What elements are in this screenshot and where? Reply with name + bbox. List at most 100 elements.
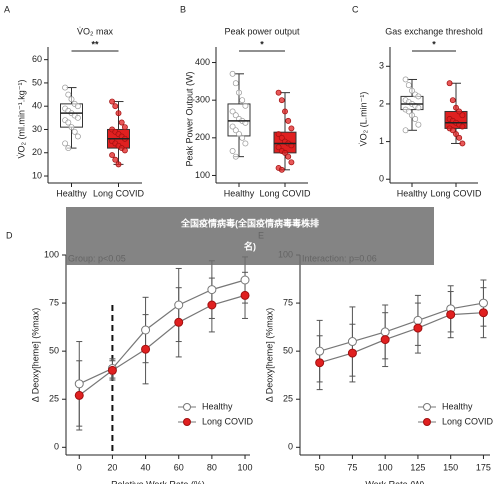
data-point xyxy=(478,308,488,318)
data-point xyxy=(275,89,282,96)
data-point xyxy=(74,133,81,140)
data-point xyxy=(409,112,415,119)
y-tick-label: 0 xyxy=(54,442,59,452)
data-point xyxy=(109,98,116,105)
y-tick-label: 1 xyxy=(379,136,384,146)
legend-marker xyxy=(183,418,191,426)
data-point xyxy=(232,127,239,134)
data-point xyxy=(112,103,119,110)
significance-label: ** xyxy=(91,39,99,49)
legend-marker xyxy=(423,418,431,426)
data-point xyxy=(278,97,285,104)
data-point xyxy=(232,80,239,87)
y-tick-label: 400 xyxy=(195,57,210,67)
data-point xyxy=(242,102,249,109)
data-point xyxy=(415,104,422,111)
y-tick-label: 75 xyxy=(49,297,59,307)
data-point xyxy=(62,140,69,147)
significance-label: * xyxy=(432,39,436,49)
y-tick-label: 25 xyxy=(49,394,59,404)
overlay-text: 名) xyxy=(244,240,256,251)
data-point xyxy=(229,123,236,130)
data-point xyxy=(118,119,125,126)
y-tick-label: 0 xyxy=(379,174,384,184)
x-tick-label: 150 xyxy=(443,462,458,472)
data-point xyxy=(278,134,285,141)
legend-label: Healthy xyxy=(202,401,233,411)
y-tick-label: 300 xyxy=(195,95,210,105)
x-tick-label: 20 xyxy=(107,462,117,472)
data-point xyxy=(109,152,116,159)
x-tick-label: 60 xyxy=(174,462,184,472)
panel-letter: D xyxy=(6,230,13,240)
data-point xyxy=(415,93,422,100)
x-axis-label: Work Rate (W) xyxy=(365,479,424,484)
chart-title: V̇O₂ max xyxy=(77,26,114,36)
data-point xyxy=(456,134,463,141)
x-tick-label: 0 xyxy=(77,462,82,472)
y-axis-label: V̇O₂ (L.min⁻¹) xyxy=(358,92,368,147)
data-point xyxy=(446,80,453,87)
data-point xyxy=(141,344,151,354)
x-axis-label: Relative Work Rate (%) xyxy=(111,479,205,484)
data-point xyxy=(315,358,325,368)
y-tick-label: 200 xyxy=(195,132,210,142)
data-point xyxy=(402,127,409,134)
chart-title: Peak power output xyxy=(224,26,300,36)
data-point xyxy=(121,147,128,154)
y-tick-label: 0 xyxy=(288,442,293,452)
data-point xyxy=(478,298,488,308)
significance-label: * xyxy=(260,39,264,49)
data-point xyxy=(456,108,463,115)
data-point xyxy=(115,110,122,117)
data-point xyxy=(236,131,242,138)
data-point xyxy=(74,103,81,110)
data-point xyxy=(278,166,285,173)
x-tick-label: 175 xyxy=(476,462,491,472)
series-line xyxy=(78,294,246,396)
data-point xyxy=(121,124,128,131)
x-tick-label: Healthy xyxy=(397,188,428,198)
x-tick-label: 125 xyxy=(410,462,425,472)
data-point xyxy=(288,125,295,132)
data-point xyxy=(65,145,72,152)
data-point xyxy=(74,390,84,400)
data-point xyxy=(62,84,69,91)
y-tick-label: 100 xyxy=(44,249,59,259)
data-point xyxy=(174,317,184,327)
y-tick-label: 75 xyxy=(283,297,293,307)
y-axis-label: Δ Deoxy[heme] (%max) xyxy=(30,308,40,403)
data-point xyxy=(239,134,246,141)
legend-label: Long COVID xyxy=(442,416,494,426)
y-tick-label: 100 xyxy=(195,170,210,180)
panel-letter: C xyxy=(352,4,359,14)
data-point xyxy=(446,310,456,320)
data-point xyxy=(240,275,250,285)
data-point xyxy=(68,124,75,131)
chart-title: Gas exchange threshold xyxy=(385,26,483,36)
data-point xyxy=(380,335,390,345)
data-point xyxy=(449,127,456,134)
y-tick-label: 3 xyxy=(379,61,384,71)
x-tick-label: Long COVID xyxy=(93,188,145,198)
x-tick-label: 50 xyxy=(315,462,325,472)
legend-label: Healthy xyxy=(442,401,473,411)
panel-letter: B xyxy=(180,4,186,14)
y-tick-label: 50 xyxy=(49,346,59,356)
overlay-banner xyxy=(66,207,434,265)
y-tick-label: 25 xyxy=(283,394,293,404)
data-point xyxy=(240,290,250,300)
data-point xyxy=(405,108,412,115)
legend-label: Long COVID xyxy=(202,416,254,426)
data-point xyxy=(229,70,236,77)
data-point xyxy=(229,148,236,154)
data-point xyxy=(68,96,75,103)
data-point xyxy=(415,121,422,128)
data-point xyxy=(112,156,119,163)
data-point xyxy=(459,123,466,130)
data-point xyxy=(402,76,409,83)
data-point xyxy=(74,379,84,389)
data-point xyxy=(380,327,390,337)
data-point xyxy=(141,325,151,335)
